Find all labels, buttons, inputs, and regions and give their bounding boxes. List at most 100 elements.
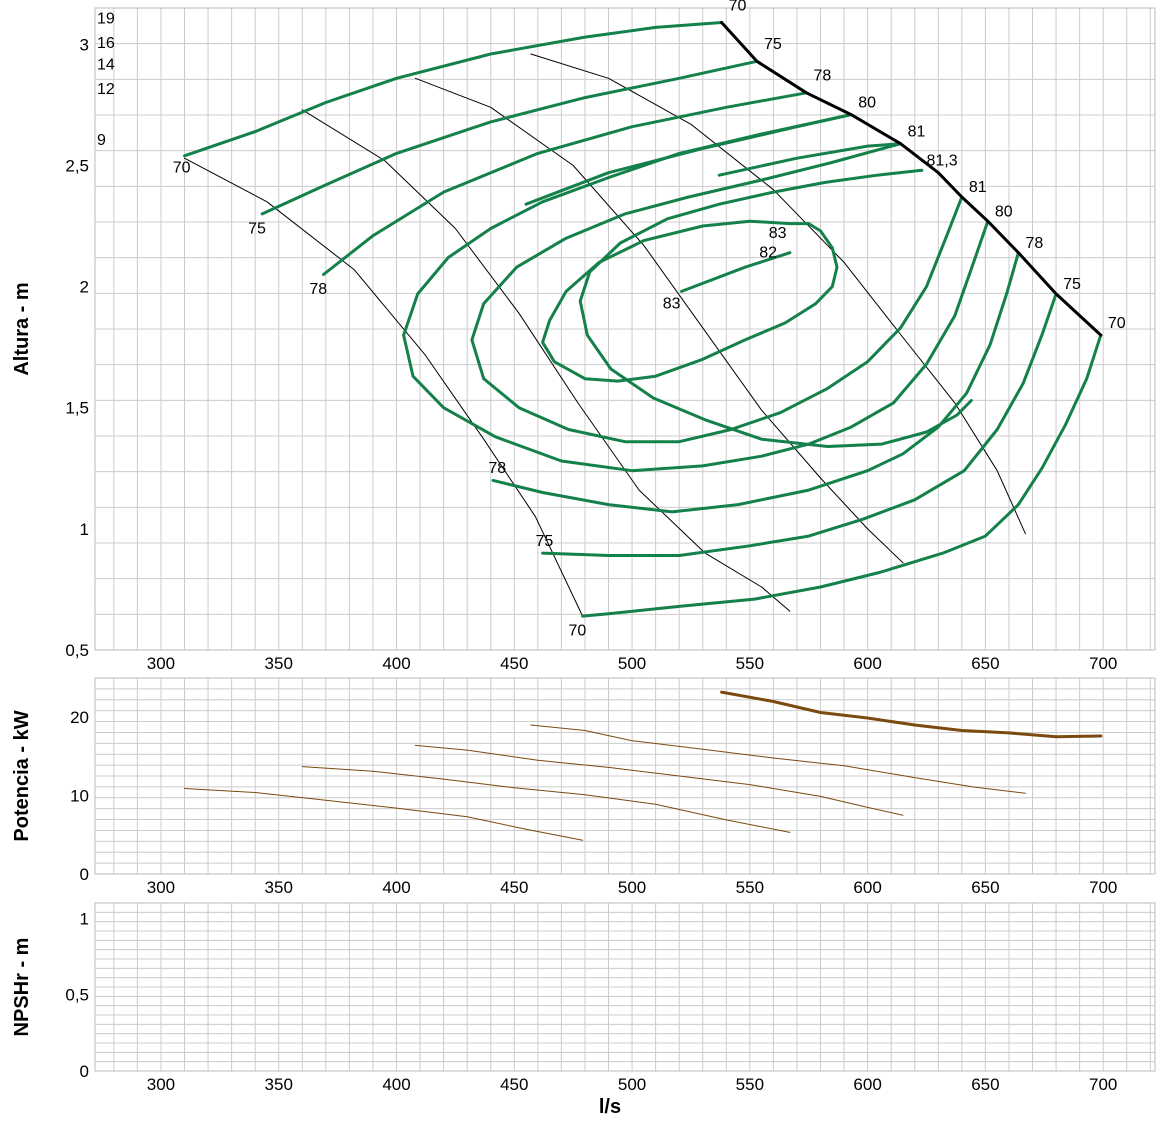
efficiency-label: 75 [764, 36, 782, 53]
efficiency-contour [680, 251, 792, 293]
x-tick-label: 350 [265, 878, 293, 897]
x-tick-label: 300 [147, 878, 175, 897]
x-tick-label: 650 [971, 654, 999, 673]
x-tick-label: 650 [971, 878, 999, 897]
y-tick-label: 1,5 [65, 399, 89, 418]
efficiency-label: 70 [729, 0, 747, 14]
power-plot-frame [94, 677, 1156, 875]
y-tick-label: 0,5 [65, 641, 89, 660]
impeller-diameter-label: 12 [97, 81, 115, 98]
efficiency-label: 70 [568, 622, 586, 639]
head-curve [717, 142, 903, 177]
y-tick-label: 20 [70, 708, 89, 727]
efficiency-label: 82 [759, 245, 777, 262]
x-tick-label: 700 [1089, 1075, 1117, 1094]
x-tick-label: 450 [500, 878, 528, 897]
x-tick-label: 500 [618, 654, 646, 673]
efficiency-contour [581, 333, 1103, 618]
x-tick-label: 700 [1089, 878, 1117, 897]
efficiency-label: 80 [858, 94, 876, 111]
npsh-plot-frame [94, 902, 1156, 1072]
efficiency-label: 78 [309, 281, 327, 298]
power-reference-line [301, 109, 791, 612]
power-reference-line [530, 53, 1026, 535]
power-reference-line [414, 77, 904, 564]
head-plot-frame [94, 7, 1156, 651]
efficiency-contour [541, 219, 839, 383]
head-curve [260, 59, 759, 216]
npsh-grid [95, 902, 1155, 1072]
power-axis-title: Potencia - kW [11, 710, 33, 841]
efficiency-label: 70 [173, 160, 191, 177]
efficiency-label: 83 [663, 295, 681, 312]
x-tick-label: 300 [147, 654, 175, 673]
power-curve [720, 690, 1103, 739]
x-tick-label: 600 [853, 654, 881, 673]
efficiency-contour [402, 113, 990, 473]
efficiency-contour [578, 168, 973, 448]
efficiency-label: 81 [969, 179, 987, 196]
efficiency-label: 80 [995, 203, 1013, 220]
impeller-diameter-label: 16 [97, 35, 115, 52]
efficiency-label: 75 [248, 220, 266, 237]
efficiency-contour [541, 292, 1058, 557]
x-tick-label: 400 [382, 654, 410, 673]
impeller-diameter-label: 14 [97, 57, 115, 74]
head-grid [95, 7, 1155, 651]
y-tick-label: 0 [80, 1062, 89, 1081]
x-tick-label: 650 [971, 1075, 999, 1094]
x-tick-label: 500 [618, 878, 646, 897]
x-tick-label: 400 [382, 1075, 410, 1094]
x-tick-label: 550 [736, 1075, 764, 1094]
max-flow-boundary [720, 21, 1103, 337]
y-tick-label: 10 [70, 787, 89, 806]
y-tick-label: 1 [80, 909, 89, 928]
efficiency-label: 75 [1063, 276, 1081, 293]
npsh-panel: 300 350 400 450 500 550 600 650 700 0 0,5 1 NPSHr - … [11, 902, 1156, 1118]
x-tick-label: 700 [1089, 654, 1117, 673]
efficiency-label: 81 [908, 123, 926, 140]
head-curve [524, 113, 853, 206]
power-panel: 300 350 400 450 500 550 600 650 700 0 10 20 Potencia… [11, 677, 1156, 897]
y-tick-label: 0,5 [65, 986, 89, 1005]
y-tick-label: 0 [80, 865, 89, 884]
x-tick-label: 550 [736, 878, 764, 897]
power-curve [414, 744, 904, 816]
head-axis-title: Altura - m [11, 282, 33, 375]
efficiency-label: 78 [488, 460, 506, 477]
efficiency-label: 70 [1108, 315, 1126, 332]
efficiency-contour [491, 251, 1020, 514]
x-tick-label: 400 [382, 878, 410, 897]
efficiency-label: 78 [813, 68, 831, 85]
x-tick-label: 600 [853, 1075, 881, 1094]
efficiency-contour [470, 142, 964, 444]
head-curve [183, 21, 724, 158]
impeller-diameter-label: 19 [97, 11, 115, 28]
efficiency-label: 83 [769, 225, 787, 242]
head-curve [322, 91, 808, 276]
efficiency-label: 75 [535, 533, 553, 550]
y-tick-label: 1 [80, 520, 89, 539]
y-tick-label: 2,5 [65, 156, 89, 175]
y-tick-label: 3 [80, 35, 89, 54]
x-tick-label: 550 [736, 654, 764, 673]
power-curve [184, 788, 584, 841]
x-tick-label: 350 [265, 1075, 293, 1094]
power-curve [301, 766, 791, 833]
power-curve [530, 724, 1026, 794]
x-tick-label: 450 [500, 1075, 528, 1094]
efficiency-label: 78 [1025, 235, 1043, 252]
npsh-axis-title: NPSHr - m [11, 938, 33, 1037]
x-tick-label: 350 [265, 654, 293, 673]
x-axis-title: l/s [599, 1096, 621, 1118]
x-tick-label: 600 [853, 878, 881, 897]
impeller-diameter-label: 9 [97, 132, 106, 149]
x-tick-label: 500 [618, 1075, 646, 1094]
power-reference-line [184, 157, 584, 617]
head-panel: 300 350 400 450 500 550 600 650 700 0,5 1 1,5 2 2,5 3 A… [11, 0, 1156, 673]
efficiency-label: 81,3 [927, 152, 958, 169]
x-tick-label: 300 [147, 1075, 175, 1094]
power-grid [95, 677, 1155, 875]
